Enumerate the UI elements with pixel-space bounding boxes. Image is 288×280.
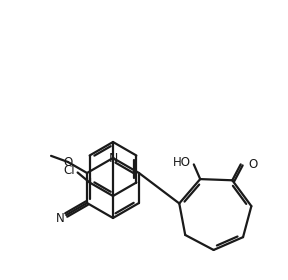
Text: O: O	[63, 155, 73, 169]
Text: N: N	[108, 151, 118, 165]
Text: Cl: Cl	[63, 164, 75, 177]
Text: HO: HO	[173, 156, 191, 169]
Text: O: O	[249, 158, 258, 171]
Text: N: N	[56, 212, 65, 225]
